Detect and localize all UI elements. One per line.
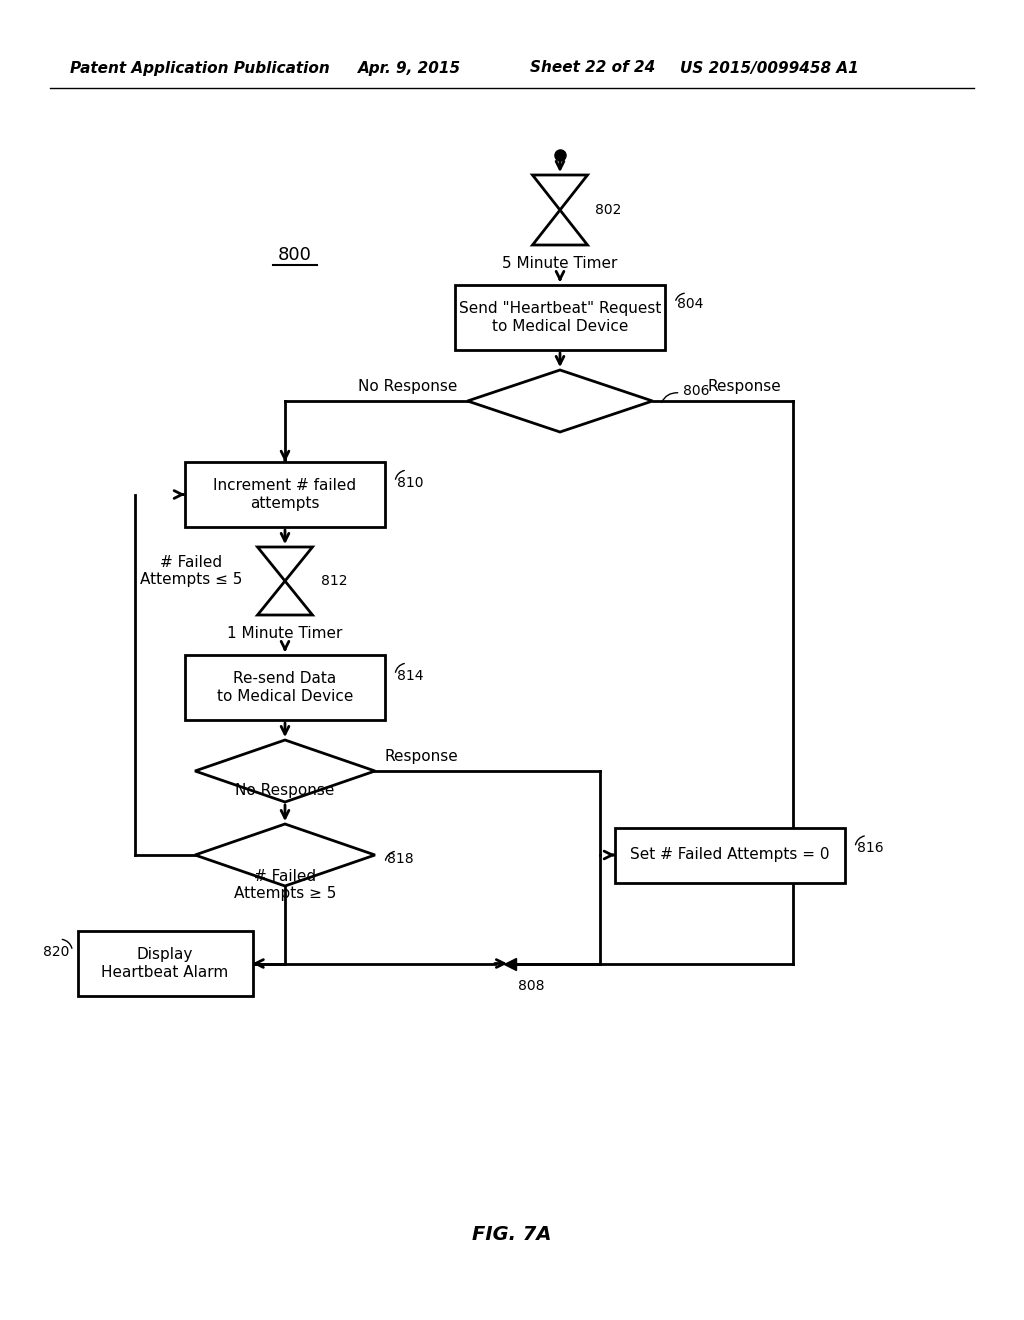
Text: 808: 808 [518, 978, 545, 993]
Text: Response: Response [708, 380, 781, 395]
Text: Set # Failed Attempts = 0: Set # Failed Attempts = 0 [630, 847, 829, 862]
Text: 814: 814 [397, 669, 424, 682]
Polygon shape [257, 581, 312, 615]
Text: Send "Heartbeat" Request
to Medical Device: Send "Heartbeat" Request to Medical Devi… [459, 301, 662, 334]
Text: 802: 802 [596, 203, 622, 216]
Polygon shape [257, 546, 312, 581]
Text: 804: 804 [677, 297, 703, 312]
Text: 5 Minute Timer: 5 Minute Timer [503, 256, 617, 271]
Text: Increment # failed
attempts: Increment # failed attempts [213, 478, 356, 511]
Text: 820: 820 [43, 945, 70, 960]
FancyBboxPatch shape [615, 828, 845, 883]
Text: Sheet 22 of 24: Sheet 22 of 24 [530, 61, 655, 75]
Text: Response: Response [385, 750, 459, 764]
Text: US 2015/0099458 A1: US 2015/0099458 A1 [680, 61, 859, 75]
Polygon shape [195, 741, 375, 803]
Polygon shape [532, 210, 588, 246]
FancyBboxPatch shape [455, 285, 665, 350]
Text: No Response: No Response [236, 783, 335, 799]
Polygon shape [468, 370, 652, 432]
Polygon shape [532, 176, 588, 210]
Text: 1 Minute Timer: 1 Minute Timer [227, 626, 343, 640]
Text: # Failed
Attempts ≤ 5: # Failed Attempts ≤ 5 [140, 554, 243, 587]
Text: 800: 800 [279, 246, 312, 264]
Text: 816: 816 [857, 842, 884, 855]
Polygon shape [195, 824, 375, 886]
Text: Re-send Data
to Medical Device: Re-send Data to Medical Device [217, 672, 353, 704]
Text: # Failed
Attempts ≥ 5: # Failed Attempts ≥ 5 [233, 869, 336, 902]
Text: 806: 806 [683, 384, 709, 399]
FancyBboxPatch shape [185, 462, 385, 527]
Text: Patent Application Publication: Patent Application Publication [70, 61, 330, 75]
FancyBboxPatch shape [185, 655, 385, 719]
Text: No Response: No Response [358, 380, 458, 395]
Text: 810: 810 [397, 477, 424, 490]
FancyBboxPatch shape [78, 931, 253, 997]
Text: FIG. 7A: FIG. 7A [472, 1225, 552, 1245]
Text: 818: 818 [387, 851, 414, 866]
Text: 812: 812 [321, 574, 347, 587]
Text: Display
Heartbeat Alarm: Display Heartbeat Alarm [101, 948, 228, 979]
Text: Apr. 9, 2015: Apr. 9, 2015 [358, 61, 461, 75]
